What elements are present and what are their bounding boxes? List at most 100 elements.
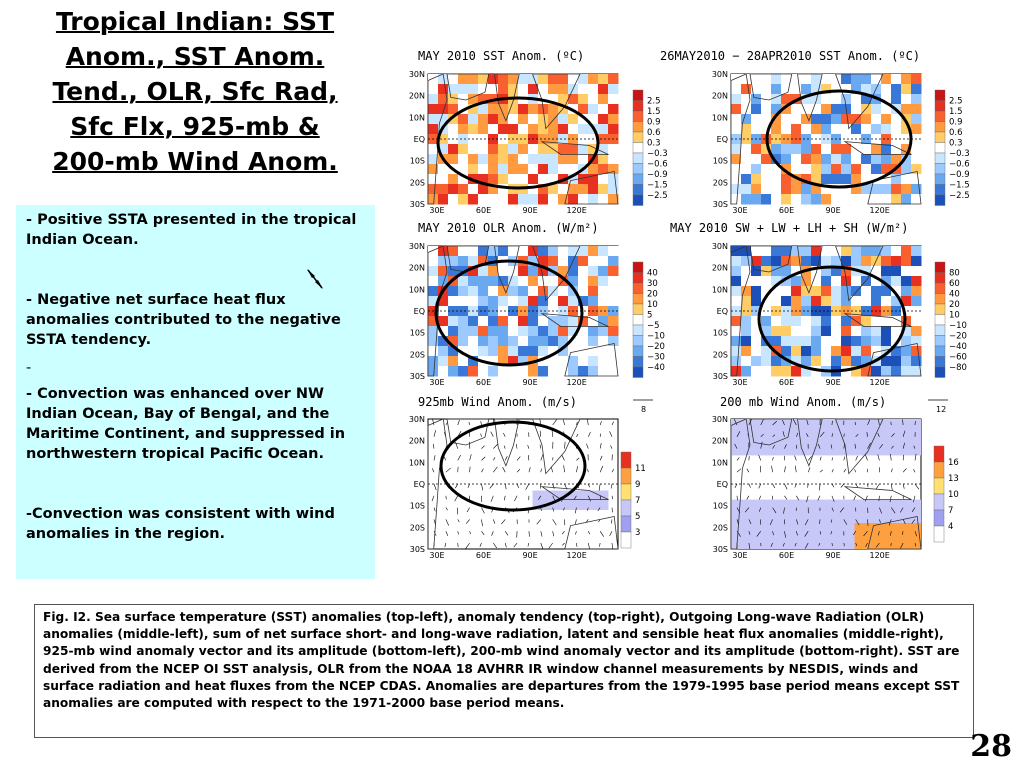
anomaly-cell	[901, 144, 912, 155]
wind-vector	[877, 433, 880, 437]
wind-vector	[433, 519, 436, 525]
anomaly-cell	[851, 266, 862, 277]
anomaly-cell	[578, 346, 589, 357]
legend-label: 20	[949, 300, 960, 310]
anomaly-cell	[468, 114, 479, 125]
anomaly-cell	[518, 356, 529, 367]
title-line: Tropical Indian: SST	[55, 7, 335, 36]
anomaly-cell	[811, 296, 822, 307]
anomaly-cell	[558, 296, 569, 307]
wind-vector	[445, 507, 448, 511]
wind-vector	[504, 483, 507, 490]
wind-vector	[481, 507, 485, 514]
wind-vector	[468, 421, 470, 426]
wind-vector	[792, 418, 797, 426]
slide-title: Tropical Indian: SST Anom., SST Anom. Te…	[22, 4, 368, 179]
anomaly-cell	[478, 256, 489, 267]
anomaly-cell	[871, 154, 882, 165]
anomaly-cell	[508, 366, 519, 377]
wind-vector	[445, 467, 451, 473]
wind-vector	[867, 442, 871, 449]
coastline-africa	[730, 73, 751, 205]
wind-vector	[527, 507, 530, 514]
wind-vector	[784, 444, 787, 449]
wind-vector	[843, 519, 848, 525]
wind-vector	[550, 466, 553, 473]
anomaly-cell	[741, 266, 752, 277]
anomaly-cell	[751, 306, 762, 317]
legend-swatch	[632, 194, 644, 206]
anomaly-cell	[568, 74, 579, 85]
anomaly-cell	[821, 256, 832, 267]
anomaly-cell	[508, 154, 519, 165]
anomaly-cell	[578, 124, 589, 135]
anomaly-cell	[751, 194, 762, 205]
anomaly-cell	[558, 94, 569, 105]
legend-label: 10	[647, 300, 658, 310]
wind-vector	[760, 441, 763, 449]
wind-vector	[515, 443, 518, 449]
wind-vector	[445, 519, 450, 526]
wind-vector	[891, 433, 895, 438]
anomaly-cell	[791, 114, 802, 125]
anomaly-cell	[598, 256, 609, 267]
anomaly-cell	[861, 256, 872, 267]
anomaly-cell	[861, 286, 872, 297]
anomaly-cell	[528, 266, 539, 277]
anomaly-cell	[761, 316, 772, 327]
anomaly-cell	[871, 296, 882, 307]
anomaly-cell	[781, 114, 792, 125]
anomaly-cell	[731, 194, 742, 205]
lat-tick-label: 10N	[712, 113, 728, 122]
anomaly-cell	[438, 154, 449, 165]
anomaly-cell	[478, 124, 489, 135]
anomaly-cell	[891, 306, 902, 317]
legend-label: 5	[635, 512, 640, 522]
anomaly-cell	[468, 316, 479, 327]
wind-vector	[854, 443, 856, 449]
anomaly-cell	[438, 286, 449, 297]
anomaly-cell	[568, 356, 579, 367]
wind-vector	[527, 455, 530, 461]
anomaly-cell	[548, 326, 559, 337]
anomaly-cell	[558, 184, 569, 195]
panel-title: 925mb Wind Anom. (m/s)	[418, 395, 577, 409]
anomaly-cell	[478, 94, 489, 105]
anomaly-cell	[498, 124, 509, 135]
anomaly-cell	[538, 174, 549, 185]
anomaly-cell	[478, 74, 489, 85]
wind-vector	[467, 483, 470, 488]
anomaly-cell	[518, 296, 529, 307]
anomaly-cell	[911, 286, 922, 297]
anomaly-cell	[588, 266, 599, 277]
anomaly-cell	[731, 356, 742, 367]
wind-vector	[914, 483, 920, 490]
map-frame	[427, 245, 619, 377]
wind-vector	[457, 519, 460, 523]
anomaly-cell	[731, 246, 742, 257]
legend-swatch	[934, 121, 946, 133]
wind-vector	[853, 531, 856, 536]
anomaly-cell	[881, 276, 892, 287]
wind-vector	[431, 468, 435, 473]
wind-vector	[890, 454, 892, 461]
wind-vector	[796, 432, 799, 437]
lat-tick-label: 20N	[712, 264, 728, 273]
wind-vector	[806, 419, 809, 426]
legend-label: 2.5	[949, 97, 963, 107]
anomaly-cell	[498, 164, 509, 175]
legend-swatch	[632, 152, 644, 164]
anomaly-cell	[731, 184, 742, 195]
coastline-australia	[564, 171, 619, 205]
anomaly-cell	[528, 356, 539, 367]
anomaly-cell	[851, 114, 862, 125]
wind-vector	[877, 531, 880, 536]
wind-vector	[830, 444, 833, 449]
anomaly-cell	[578, 194, 589, 205]
anomaly-cell	[761, 174, 772, 185]
anomaly-cell	[871, 316, 882, 327]
wind-vector	[879, 444, 884, 449]
wind-vector	[819, 519, 821, 524]
anomaly-cell	[598, 366, 609, 377]
anomaly-cell	[558, 306, 569, 317]
